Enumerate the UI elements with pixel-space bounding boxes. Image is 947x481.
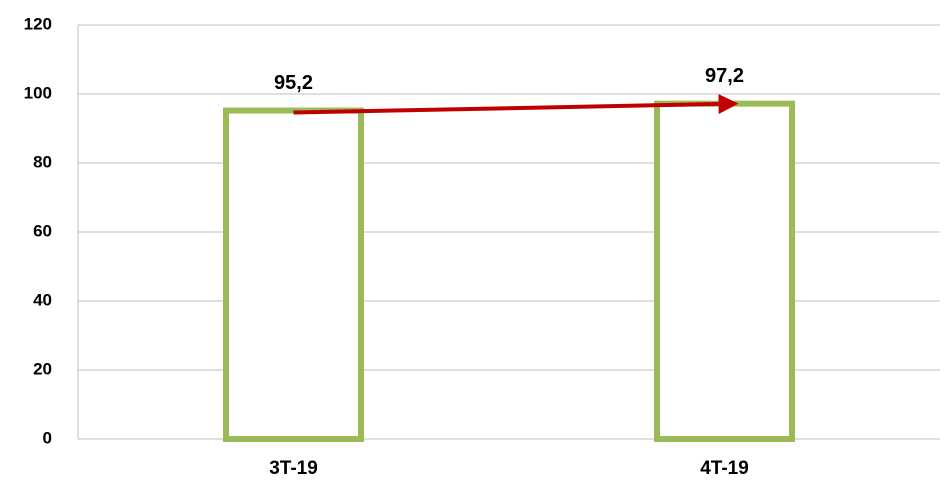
x-tick-label: 3T-19 [269, 458, 318, 479]
data-label: 95,2 [274, 72, 313, 94]
y-tick-label: 100 [24, 83, 52, 102]
y-tick-label: 60 [33, 221, 52, 240]
x-tick-label: 4T-19 [700, 458, 749, 479]
data-label: 97,2 [705, 65, 744, 87]
y-tick-label: 80 [33, 152, 52, 171]
trend-arrow [293, 93, 739, 115]
y-tick-label: 20 [33, 359, 52, 378]
y-tick-label: 40 [33, 290, 52, 309]
bar [654, 100, 795, 442]
bar [223, 107, 364, 442]
y-tick-label: 0 [43, 428, 52, 447]
y-tick-label: 120 [24, 14, 52, 33]
